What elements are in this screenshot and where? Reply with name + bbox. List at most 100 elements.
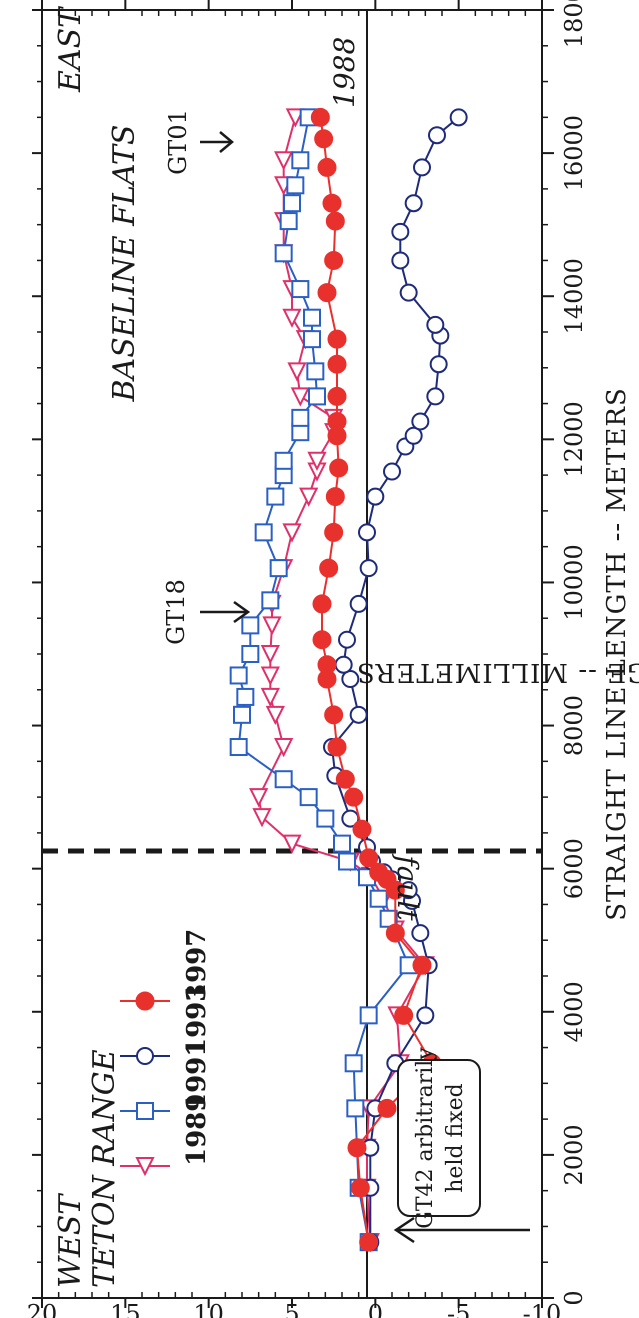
data-point-1989 <box>274 151 294 171</box>
data-point-1991 <box>279 212 298 231</box>
fixed-note-line1: GT42 arbitrarily <box>413 1047 438 1229</box>
data-point-1993 <box>338 630 356 649</box>
data-point-1991 <box>283 194 301 213</box>
data-point-1997 <box>312 630 332 650</box>
data-point-1993 <box>404 426 423 445</box>
annotation-gt01: GT01 <box>164 109 192 175</box>
data-point-1991 <box>229 738 248 757</box>
data-point-1991 <box>303 330 321 349</box>
annotation-west: WEST <box>53 1193 88 1288</box>
data-point-1991 <box>254 523 273 542</box>
data-point-1991 <box>291 151 310 170</box>
data-point-1997 <box>317 283 337 303</box>
data-point-1993 <box>334 655 353 674</box>
data-point-1991 <box>338 852 356 871</box>
fixed-note-line2: held fixed <box>443 1083 468 1192</box>
arrow-gt01 <box>200 131 234 153</box>
data-point-1991 <box>291 408 310 427</box>
y-tick-label: 0 <box>368 1300 383 1318</box>
arrow-gt42 <box>393 1216 530 1244</box>
series-1991 <box>229 108 418 1252</box>
legend-marker-1993 <box>136 1047 154 1065</box>
arrow-gt18 <box>200 600 251 624</box>
annotation-teton-range: TETON RANGE <box>87 1049 122 1288</box>
data-point-1997 <box>322 193 342 213</box>
data-point-1989 <box>260 687 280 708</box>
data-point-1993 <box>366 487 385 506</box>
data-point-1997 <box>327 354 347 374</box>
data-point-1993 <box>341 670 360 689</box>
legend-marker-1989 <box>135 1157 155 1177</box>
data-point-1991 <box>241 645 260 663</box>
series-layer <box>229 107 468 1253</box>
x-tick-label: 18000 <box>560 0 588 48</box>
data-point-1993 <box>411 412 430 431</box>
data-point-1997 <box>385 923 405 943</box>
data-point-1991 <box>236 687 255 706</box>
data-point-1997 <box>314 129 334 149</box>
series-1997 <box>310 107 442 1252</box>
annotation-gt18: GT18 <box>162 579 190 645</box>
legend-label-1991: 1991 <box>182 1039 212 1111</box>
series-line-1993 <box>330 116 460 1243</box>
data-point-1989 <box>290 387 310 407</box>
data-point-1997 <box>329 458 349 478</box>
data-point-1991 <box>274 244 293 263</box>
legend-marker-1997 <box>135 991 155 1011</box>
data-point-1991 <box>333 834 351 853</box>
data-point-1993 <box>358 523 376 542</box>
x-tick-label: 10000 <box>560 544 588 620</box>
data-point-1993 <box>413 158 431 177</box>
data-point-1991 <box>299 788 318 807</box>
legend-label-1989: 1989 <box>182 1094 212 1166</box>
data-point-1993 <box>391 222 410 241</box>
fixed-note-box <box>397 1059 481 1217</box>
data-point-1991 <box>229 666 248 685</box>
x-tick-label: 4000 <box>560 981 588 1042</box>
annotation-1988: 1988 <box>328 37 361 108</box>
data-point-1997 <box>310 107 330 127</box>
data-point-1997 <box>359 848 379 868</box>
legend-label-1993: 1993 <box>182 984 212 1056</box>
data-point-1991 <box>274 451 293 470</box>
x-tick-label: 16000 <box>560 115 588 191</box>
data-point-1991 <box>306 362 325 381</box>
data-point-1991 <box>274 770 293 789</box>
data-point-1997 <box>377 1098 397 1118</box>
data-point-1989 <box>252 808 272 828</box>
data-point-1993 <box>399 283 418 302</box>
data-point-1997 <box>327 411 347 431</box>
data-point-1993 <box>429 355 448 374</box>
annotation-baseline-flats: BASELINE FLATS <box>107 125 142 403</box>
data-point-1997 <box>324 250 344 270</box>
data-point-1991 <box>308 387 326 406</box>
data-point-1997 <box>324 705 344 725</box>
data-point-1989 <box>285 108 305 128</box>
legend-label-1997: 1997 <box>182 929 212 1001</box>
data-point-1997 <box>324 522 344 542</box>
data-point-1997 <box>352 819 372 839</box>
data-point-1997 <box>327 737 347 757</box>
data-point-1993 <box>428 126 446 145</box>
x-tick-label: 8000 <box>560 695 588 756</box>
data-point-1997 <box>317 157 337 177</box>
data-point-1991 <box>346 1099 365 1118</box>
y-tick-label: 10 <box>193 1300 224 1318</box>
data-point-1991 <box>286 176 305 195</box>
data-point-1991 <box>291 280 310 299</box>
y-axis-title: HEIGHT CHANGE -- MILLIMETERS <box>356 657 639 687</box>
x-tick-label: 0 <box>560 1290 588 1305</box>
y-tick-label: -10 <box>523 1300 562 1318</box>
data-point-1993 <box>383 462 401 481</box>
y-tick-label: 20 <box>27 1300 58 1318</box>
data-point-1989 <box>287 362 307 382</box>
data-point-1991 <box>266 487 285 506</box>
data-point-1997 <box>369 862 389 882</box>
data-point-1991 <box>303 308 321 327</box>
data-point-1991 <box>369 889 388 908</box>
data-point-1997 <box>327 329 347 349</box>
data-point-1997 <box>412 955 432 975</box>
annotation-fault: fault <box>391 853 424 921</box>
data-point-1997 <box>312 594 332 614</box>
